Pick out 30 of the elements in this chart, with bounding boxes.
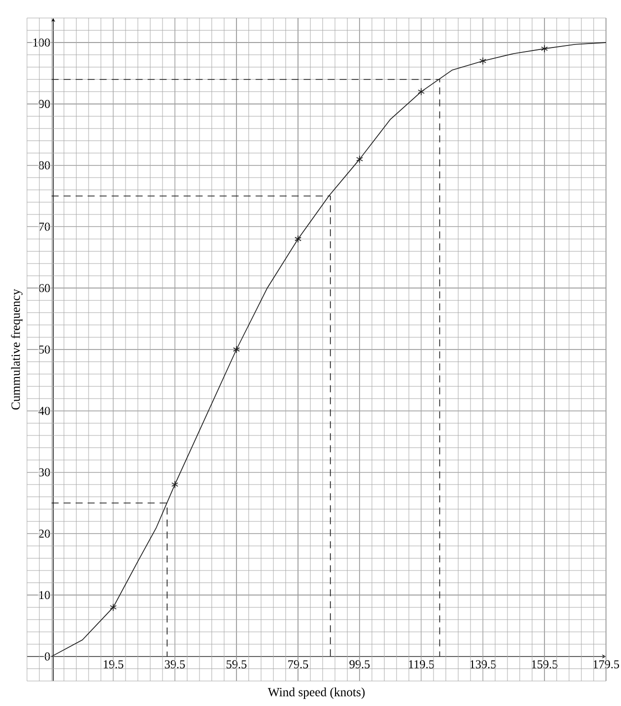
y-tick-label: 0 [44,652,50,660]
y-tick-label: 90 [38,100,50,108]
point [110,603,117,612]
point [294,235,302,243]
y-tick-label: 20 [38,530,50,538]
y-tick-label: 80 [38,161,50,170]
x-tick-label: 39.5 [164,660,185,668]
y-tick-label: 100 [33,38,50,47]
x-tick-label: 179.5 [594,660,620,668]
x-tick-label: 79.5 [288,660,308,668]
point [479,57,486,65]
point [356,155,364,164]
point [171,480,178,488]
y-tick-label: 10 [39,591,50,600]
y-tick-label: 50 [39,345,50,354]
x-tick-label: 139.5 [470,660,496,668]
x-tick-label: 159.5 [532,660,558,668]
y-tick-label: 30 [38,468,50,476]
y-tick-label: 60 [38,284,50,292]
y-tick-label: 40 [38,406,50,415]
x-tick-label: 19.5 [104,660,124,668]
x-axis-title: Wind speed (knots) [268,688,365,699]
x-tick-label: 99.5 [350,660,370,668]
y-axis-title: Cummulative frequency [10,288,22,410]
point [540,44,548,53]
point [418,88,425,96]
point [232,346,240,354]
x-tick-label: 59.5 [226,660,246,668]
x-tick-label: 119.5 [409,660,434,668]
y-tick-label: 70 [39,222,50,231]
